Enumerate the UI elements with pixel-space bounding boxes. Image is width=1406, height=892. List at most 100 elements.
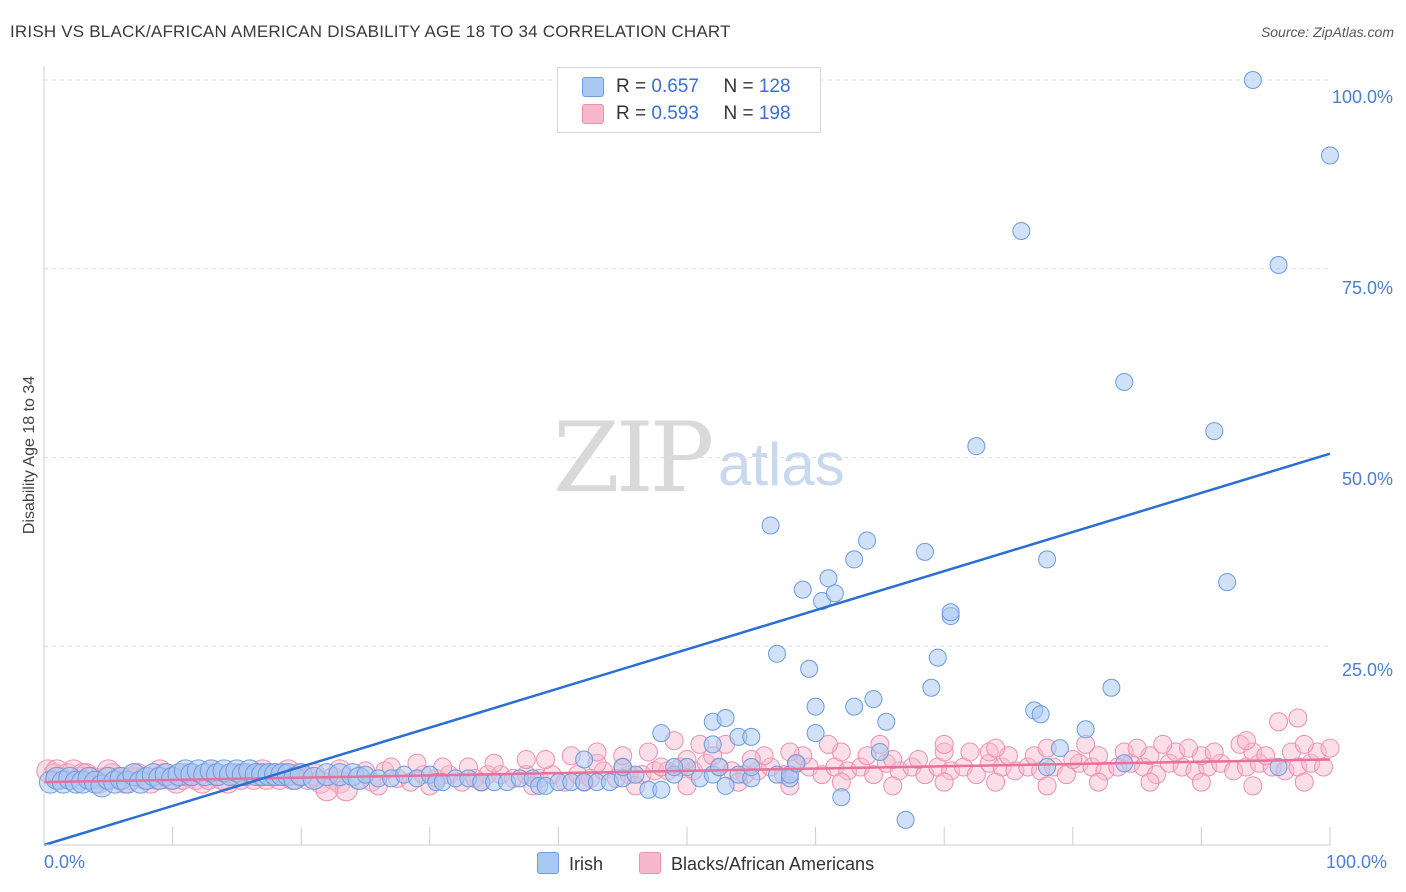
legend-box: R = 0.657 N = 128 R = 0.593 N = 198	[557, 67, 821, 133]
irish-point	[710, 758, 729, 777]
y-tick-75: 75.0%	[1341, 278, 1393, 298]
irish-point	[652, 724, 671, 743]
irish-point	[845, 550, 864, 569]
irish-point	[941, 603, 960, 622]
black-point	[960, 742, 980, 762]
irish-point	[716, 708, 735, 727]
irish-point	[665, 758, 684, 777]
black-point	[1243, 776, 1263, 796]
irish-n-value: 128	[758, 76, 791, 97]
bottom-black-swatch	[639, 852, 661, 874]
irish-point	[922, 678, 941, 697]
black-point	[1089, 772, 1109, 792]
irish-point	[928, 648, 947, 667]
bottom-irish-swatch	[537, 852, 559, 874]
y-tick-50: 50.0%	[1341, 469, 1393, 489]
irish-point	[1038, 550, 1057, 569]
irish-r-label: R =	[616, 76, 652, 97]
irish-point	[1321, 146, 1339, 165]
irish-point	[793, 580, 812, 599]
bottom-legend-irish: Irish	[537, 852, 603, 875]
black-trend-line	[43, 758, 1331, 784]
irish-point	[1076, 720, 1095, 739]
irish-point	[742, 758, 761, 777]
irish-point	[1269, 255, 1288, 274]
black-point	[934, 742, 954, 762]
black-point	[1146, 765, 1166, 785]
irish-point	[1115, 373, 1134, 391]
axes	[43, 66, 1331, 846]
irish-point	[787, 754, 806, 773]
black-r-value: 0.593	[651, 103, 699, 124]
black-point	[1236, 731, 1256, 751]
bottom-irish-label: Irish	[569, 854, 604, 874]
black-point	[838, 761, 858, 781]
black-n-value: 198	[758, 103, 791, 124]
black-point	[1037, 776, 1057, 796]
irish-point	[1050, 739, 1069, 758]
black-point	[986, 772, 1006, 792]
irish-swatch	[582, 77, 604, 97]
black-point	[1179, 738, 1199, 758]
irish-point	[1243, 71, 1262, 89]
black-point	[536, 750, 556, 769]
y-tick-25: 25.0%	[1341, 660, 1393, 680]
black-point	[1294, 772, 1314, 792]
irish-point	[1269, 758, 1288, 777]
bottom-legend-black: Blacks/African Americans	[639, 852, 874, 875]
irish-point	[870, 742, 889, 761]
black-point	[638, 742, 658, 762]
irish-point	[800, 659, 819, 678]
grid-lines	[44, 79, 1330, 647]
black-point	[1294, 734, 1314, 754]
irish-point	[806, 697, 825, 716]
black-point	[1320, 738, 1340, 758]
irish-point	[896, 810, 915, 829]
black-point	[908, 750, 928, 769]
black-point	[986, 738, 1006, 758]
x-tick-0: 0.0%	[44, 852, 86, 872]
black-swatch	[582, 104, 604, 124]
black-point	[1127, 738, 1147, 758]
watermark-atlas: atlas	[718, 431, 845, 498]
black-point	[1191, 772, 1211, 792]
irish-point	[652, 780, 671, 799]
irish-point	[819, 569, 838, 588]
black-point	[1140, 772, 1160, 792]
black-point	[818, 734, 838, 754]
black-point	[754, 746, 774, 766]
irish-point	[832, 788, 851, 807]
irish-point	[1205, 422, 1224, 441]
x-tick-100: 100.0%	[1326, 852, 1388, 872]
trend-lines	[43, 452, 1331, 847]
black-point	[883, 776, 903, 796]
irish-point	[1102, 678, 1121, 697]
irish-point	[703, 735, 722, 754]
black-point	[934, 734, 954, 754]
irish-point	[1031, 705, 1050, 724]
bottom-black-label: Blacks/African Americans	[671, 854, 875, 874]
black-point	[863, 765, 883, 785]
y-tick-100: 100.0%	[1331, 87, 1393, 107]
irish-point	[1012, 222, 1031, 240]
chart-title: IRISH VS BLACK/AFRICAN AMERICAN DISABILI…	[10, 22, 731, 41]
irish-point	[761, 516, 780, 535]
irish-trend-line	[43, 452, 1331, 847]
black-point	[979, 742, 999, 762]
irish-point	[1218, 573, 1237, 592]
black-point	[1249, 753, 1269, 773]
irish-point	[742, 727, 761, 746]
black-point	[484, 753, 504, 773]
irish-point	[967, 437, 986, 456]
irish-point	[806, 724, 825, 743]
source-label: Source: ZipAtlas.com	[1260, 24, 1394, 40]
irish-point	[877, 712, 896, 731]
black-point	[1288, 708, 1308, 728]
black-r-label: R =	[616, 103, 652, 124]
irish-point	[825, 584, 844, 603]
irish-r-value: 0.657	[651, 76, 699, 97]
irish-point	[864, 690, 883, 709]
black-point	[1204, 742, 1224, 762]
irish-point	[1038, 758, 1057, 777]
